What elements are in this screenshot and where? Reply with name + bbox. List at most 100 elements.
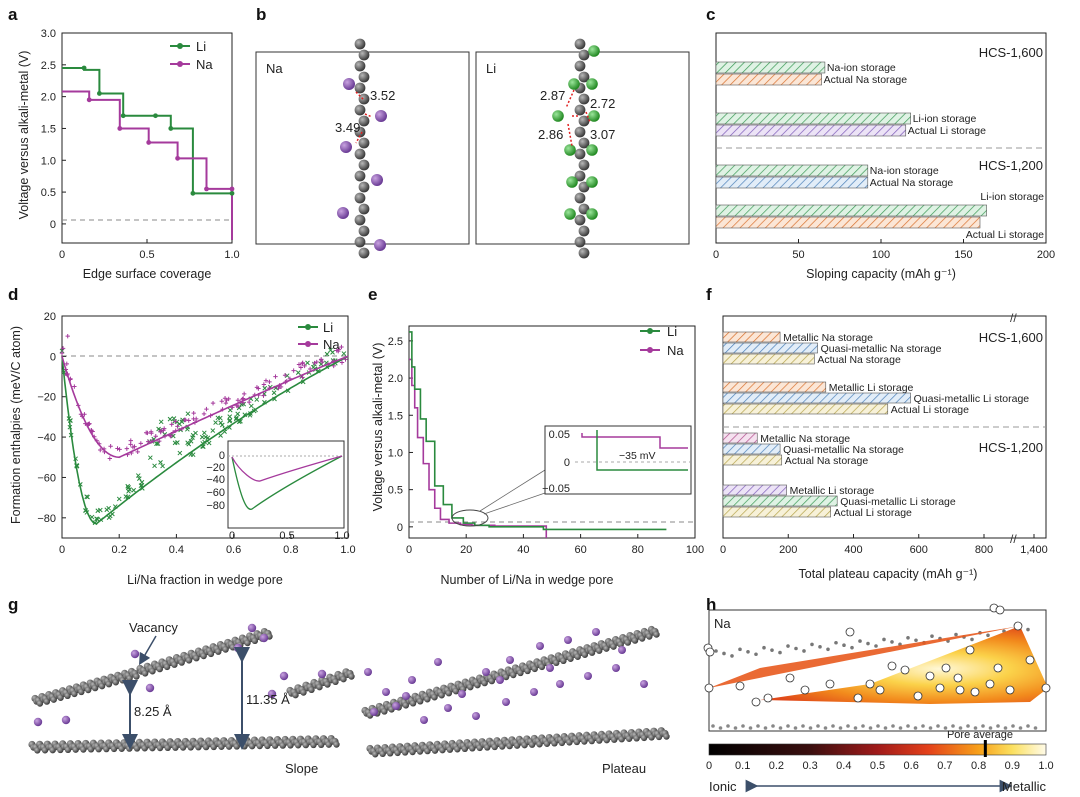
legend-label-li: Li bbox=[323, 320, 333, 335]
panel-label-d: d bbox=[8, 285, 18, 304]
carbon-atom bbox=[354, 148, 366, 160]
bar-label: Quasi-metallic Na storage bbox=[821, 343, 942, 355]
pore-average-label: Pore average bbox=[947, 729, 1013, 741]
color-scale-tick-label: 0.1 bbox=[735, 760, 750, 772]
na-ion bbox=[259, 633, 269, 643]
background-dot bbox=[970, 637, 974, 642]
scatter-point-li bbox=[217, 415, 223, 421]
na-atom bbox=[985, 679, 995, 689]
scatter-point-na bbox=[261, 393, 266, 398]
inset-x-tick-label: 0.5 bbox=[279, 530, 294, 542]
bar bbox=[715, 164, 869, 177]
carbon-atom bbox=[149, 668, 156, 675]
scatter-point-na bbox=[300, 361, 305, 366]
inset-frame-d bbox=[227, 440, 345, 529]
axis-break-top: // bbox=[1010, 311, 1017, 325]
background-dot bbox=[778, 650, 782, 655]
na-ion bbox=[33, 717, 43, 727]
background-dot bbox=[973, 726, 978, 730]
na-ion bbox=[340, 141, 352, 153]
na-atom bbox=[1013, 621, 1023, 631]
background-dot bbox=[842, 643, 846, 647]
scatter-point-li bbox=[131, 487, 137, 493]
li-ion bbox=[588, 110, 600, 122]
scatter-point-na bbox=[298, 365, 304, 370]
carbon-atom bbox=[574, 148, 586, 160]
na-ion bbox=[420, 716, 428, 724]
x-tick-label: 600 bbox=[910, 544, 928, 556]
x-tick-label: 100 bbox=[872, 249, 890, 261]
panel-label-h: h bbox=[706, 595, 716, 614]
carbon-atom bbox=[653, 631, 660, 638]
carbon-atom bbox=[300, 689, 307, 696]
bar bbox=[715, 61, 826, 74]
x-tick-label: 150 bbox=[954, 249, 972, 261]
background-dot bbox=[882, 637, 886, 642]
legend-marker-li bbox=[647, 328, 653, 334]
background-dot bbox=[930, 634, 934, 638]
na-distance-2: 3.49 bbox=[335, 120, 360, 135]
scatter-point-li bbox=[167, 416, 173, 422]
background-dots-bottom bbox=[711, 724, 1038, 730]
legend-e: Li Na bbox=[640, 324, 684, 358]
y-tick-label: 20 bbox=[44, 311, 56, 323]
scatter-point-na bbox=[224, 397, 229, 403]
inset-e: 0.05 0 −0.05 −35 mV bbox=[542, 425, 692, 495]
scatter-point-li bbox=[136, 476, 142, 481]
carbon-atom bbox=[354, 214, 366, 226]
series-line-li bbox=[62, 67, 233, 240]
na-ion bbox=[506, 656, 514, 664]
carbon-atom bbox=[163, 663, 171, 671]
bar-label: Li-ion storage bbox=[913, 113, 977, 125]
color-scale-tick-label: 0.7 bbox=[937, 760, 952, 772]
scatter-point-na bbox=[182, 417, 187, 423]
na-distance-1: 3.52 bbox=[370, 88, 395, 103]
na-atom bbox=[887, 661, 897, 671]
y-tick-label: 1.5 bbox=[41, 123, 56, 135]
na-ion bbox=[382, 688, 390, 696]
carbon-atom bbox=[354, 38, 366, 50]
scatter-point-na bbox=[98, 447, 103, 453]
carbon-atom bbox=[215, 648, 222, 655]
x-tick-label: 100 bbox=[686, 544, 704, 556]
legend-label-li: Li bbox=[667, 324, 677, 339]
bar bbox=[722, 443, 781, 455]
background-dot bbox=[868, 726, 873, 730]
x-tick-label: 800 bbox=[975, 544, 993, 556]
scatter-point-li bbox=[201, 430, 207, 436]
x-tick-label: 20 bbox=[460, 544, 472, 556]
scatter-point-li bbox=[235, 411, 241, 417]
x-tick-label: 0.8 bbox=[283, 544, 298, 556]
data-point-li bbox=[97, 91, 102, 96]
inset-y-tick-label: 0 bbox=[219, 450, 225, 462]
bar-label: Actual Li storage bbox=[891, 404, 969, 416]
background-dot bbox=[850, 645, 854, 650]
x-tick-label: 0 bbox=[406, 544, 412, 556]
na-atom bbox=[995, 605, 1005, 615]
background-dot bbox=[988, 726, 993, 730]
background-dot bbox=[748, 726, 753, 730]
background-dot bbox=[823, 726, 828, 730]
na-atom bbox=[845, 627, 855, 637]
legend-label-na: Na bbox=[667, 343, 684, 358]
axis-break-bottom: // bbox=[1010, 532, 1017, 546]
zoom-connector bbox=[479, 469, 546, 512]
scatter-point-li bbox=[106, 515, 112, 520]
scatter-point-na bbox=[135, 449, 140, 455]
y-tick-label: 0 bbox=[50, 219, 56, 231]
na-atom bbox=[955, 685, 965, 695]
carbon-atom bbox=[251, 637, 259, 645]
scatter-point-na bbox=[273, 374, 278, 379]
bar bbox=[722, 342, 818, 354]
plateau-label: Plateau bbox=[602, 761, 646, 776]
carbon-atom bbox=[332, 678, 339, 686]
scatter-point-li bbox=[295, 370, 301, 376]
color-scale-tick-label: 0.6 bbox=[904, 760, 919, 772]
x-tick-label: 400 bbox=[844, 544, 862, 556]
na-ion bbox=[145, 683, 155, 693]
series-line-na bbox=[409, 358, 548, 538]
carbon-atom bbox=[578, 159, 590, 171]
scatter-point-li bbox=[97, 507, 103, 513]
graphene-chain-na bbox=[354, 38, 370, 259]
carbon-atom bbox=[333, 741, 340, 748]
